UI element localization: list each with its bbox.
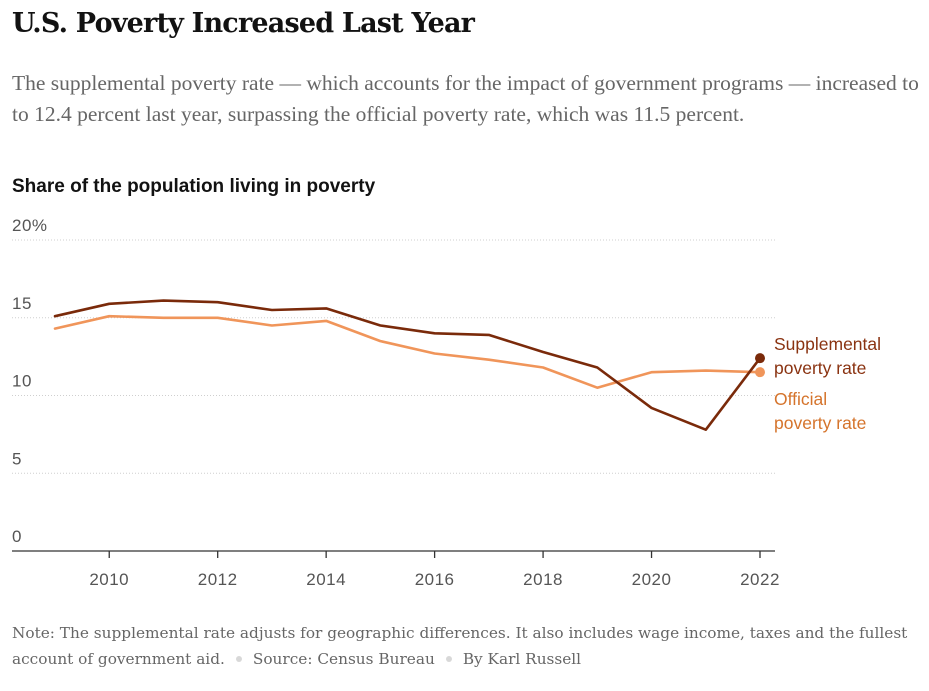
official-data-point [704, 369, 707, 372]
official-data-point [488, 358, 491, 361]
y-tick-label: 20% [12, 216, 48, 235]
y-tick-label: 5 [12, 449, 22, 468]
supplemental-end-dot [755, 353, 765, 364]
note-text: Note: The supplemental rate adjusts for … [12, 624, 908, 668]
byline-text: By Karl Russell [462, 650, 582, 668]
y-tick-label: 0 [12, 527, 22, 546]
supplemental-data-point [650, 407, 653, 410]
y-tick-label: 10 [12, 372, 32, 391]
x-tick-label: 2010 [89, 570, 129, 589]
x-tick-label: 2022 [740, 570, 780, 589]
supplemental-data-point [271, 309, 274, 312]
official-data-point [108, 315, 111, 318]
footnote: Note: The supplemental rate adjusts for … [12, 620, 917, 672]
series-lines [53, 299, 765, 432]
official-end-dot [755, 367, 765, 378]
official-data-point [650, 371, 653, 374]
official-data-point [379, 340, 382, 343]
supplemental-data-point [216, 301, 219, 304]
supplemental-data-point [704, 428, 707, 431]
y-tick-label: 15 [12, 294, 32, 313]
supplemental-data-point [108, 302, 111, 305]
supplemental-data-point [433, 332, 436, 335]
series-labels: Official poverty rate Supplemental poverty … [774, 334, 881, 433]
supplemental-data-point [162, 299, 165, 302]
x-tick-label: 2016 [415, 570, 455, 589]
official-data-point [596, 386, 599, 389]
supplemental-data-point [325, 307, 328, 310]
official-poverty-line [53, 314, 762, 390]
x-tick-label: 2020 [632, 570, 672, 589]
official-data-point [542, 366, 545, 369]
source-text: Source: Census Bureau [252, 650, 435, 668]
supplemental-data-point [542, 351, 545, 354]
supplemental-data-point [488, 334, 491, 337]
separator-dot [235, 656, 242, 662]
headline: U.S. Poverty Increased Last Year [12, 8, 475, 39]
x-tick-label: 2014 [306, 570, 346, 589]
supplemental-poverty-line [53, 299, 762, 432]
official-data-point [271, 324, 274, 327]
y-axis-ticks: 0 5 10 15 20% [12, 216, 48, 546]
official-data-point [325, 320, 328, 323]
official-data-point [433, 352, 436, 355]
supplemental-series-label: Supplemental poverty rate [774, 334, 881, 378]
official-data-point [216, 316, 219, 319]
x-axis-ticks: 2010 2012 2014 2016 2018 2020 2022 [89, 551, 780, 589]
x-tick-label: 2018 [523, 570, 563, 589]
gridlines [12, 239, 775, 552]
official-data-point [162, 316, 165, 319]
dek: The supplemental poverty rate — which ac… [12, 71, 919, 126]
separator-dot [445, 656, 452, 662]
supplemental-data-point [379, 324, 382, 327]
supplemental-data-point [54, 315, 57, 318]
official-data-point [54, 327, 57, 330]
official-series-label: Official poverty rate [774, 389, 866, 433]
chart-title: Share of the population living in povert… [12, 176, 376, 197]
supplemental-data-point [596, 366, 599, 369]
x-tick-label: 2012 [198, 570, 238, 589]
